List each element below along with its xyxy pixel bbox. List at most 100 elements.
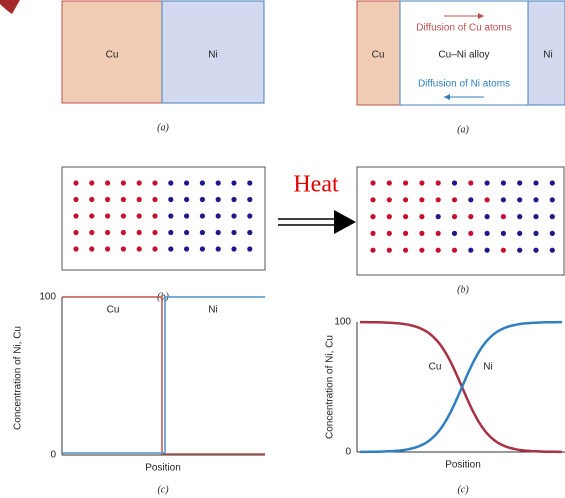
atom — [199, 246, 205, 252]
atom — [484, 197, 490, 203]
y-label: Concentration of Ni, Cu — [13, 326, 24, 430]
atom — [136, 196, 142, 203]
atom — [152, 196, 158, 203]
atom — [403, 247, 409, 253]
atom — [517, 230, 523, 236]
arrow-head — [478, 13, 484, 19]
lattice-box — [356, 166, 565, 276]
atom — [168, 180, 174, 186]
atom — [403, 230, 409, 236]
ni-label: Ni — [543, 50, 552, 61]
atom — [73, 196, 79, 203]
atom — [419, 197, 425, 203]
atom — [517, 197, 523, 203]
cu-curve — [360, 320, 562, 454]
atom — [136, 229, 142, 236]
atom — [451, 197, 458, 203]
atom — [105, 246, 111, 252]
atom — [419, 180, 425, 186]
atom — [247, 213, 253, 219]
atom — [500, 180, 506, 186]
atom — [403, 214, 409, 220]
cu-label: Cu — [107, 305, 120, 316]
atom — [152, 246, 158, 252]
atom — [73, 229, 79, 236]
atom — [484, 214, 490, 220]
cu-block — [356, 0, 401, 106]
atom — [549, 247, 555, 253]
caption: (b) — [157, 291, 169, 302]
atom — [168, 196, 174, 203]
atom — [184, 196, 190, 203]
atom — [484, 180, 490, 186]
atom — [89, 196, 95, 203]
lattice-box — [61, 166, 266, 271]
atom — [231, 229, 237, 236]
atom — [435, 247, 441, 253]
atom — [370, 230, 376, 236]
atom — [549, 180, 555, 186]
atom — [152, 229, 158, 236]
atom — [370, 180, 376, 186]
atom — [517, 180, 523, 186]
alloy-label: Cu–Ni alloy — [438, 50, 489, 61]
atom — [435, 197, 441, 203]
atom — [468, 214, 474, 220]
atom — [120, 213, 126, 219]
atom — [247, 180, 253, 186]
atom — [500, 247, 506, 253]
atom — [168, 246, 174, 252]
atom — [231, 246, 237, 252]
atom — [184, 229, 190, 236]
atom — [215, 196, 221, 203]
atom — [184, 246, 190, 252]
alloy-block — [399, 0, 529, 106]
atom — [549, 214, 555, 220]
atom — [370, 247, 376, 253]
atom — [120, 180, 126, 186]
caption: (a) — [457, 124, 469, 135]
atom — [451, 214, 458, 220]
caption: (c) — [157, 484, 169, 495]
atom — [73, 213, 79, 219]
atom — [451, 230, 458, 236]
atom — [247, 246, 253, 252]
atom — [247, 229, 253, 236]
ni-block — [527, 0, 565, 106]
atom — [105, 196, 111, 203]
atom — [199, 180, 205, 186]
atom — [152, 213, 158, 219]
x-label: Position — [145, 463, 181, 474]
atom — [184, 180, 190, 186]
atom — [484, 230, 490, 236]
atom — [120, 196, 126, 203]
atom — [231, 196, 237, 203]
caption: (a) — [157, 122, 169, 133]
atom — [73, 246, 79, 252]
ni-label: Ni — [483, 362, 492, 373]
atom — [89, 229, 95, 236]
atom — [419, 247, 425, 253]
atom — [484, 247, 490, 253]
diffusion-ni: Diffusion of Ni atoms — [418, 79, 510, 90]
atom — [89, 180, 95, 186]
y-tick-label: 100 — [334, 317, 351, 328]
atom — [105, 229, 111, 236]
atom — [533, 230, 539, 236]
atom — [468, 247, 474, 253]
atom — [105, 213, 111, 219]
atom — [549, 230, 555, 236]
atom — [435, 214, 441, 220]
caption: (c) — [457, 484, 469, 495]
cu-label: Cu — [106, 50, 119, 61]
atom — [403, 180, 409, 186]
arrow-head — [334, 210, 356, 234]
atom — [533, 180, 539, 186]
atom — [136, 213, 142, 219]
logo-mark — [0, 0, 20, 14]
atom — [89, 213, 95, 219]
atom — [386, 180, 392, 186]
arrow-head — [444, 94, 450, 100]
ni-curve — [360, 320, 562, 454]
